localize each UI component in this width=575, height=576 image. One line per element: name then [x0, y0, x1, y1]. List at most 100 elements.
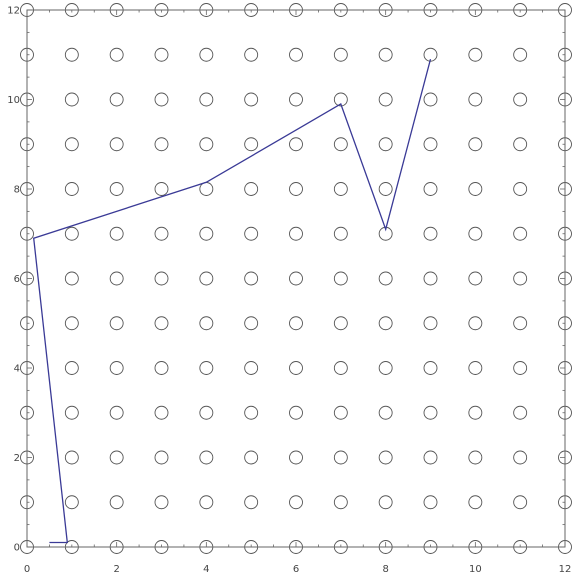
- circle-marker-10-3: [468, 405, 483, 420]
- circle-marker-4-11: [199, 47, 214, 62]
- x-tick-label: 0: [24, 564, 30, 575]
- circle-marker-11-1: [513, 495, 528, 510]
- circle-marker-11-3: [513, 405, 528, 420]
- x-tick-label: 2: [113, 564, 119, 575]
- circle-marker-5-3: [244, 405, 259, 420]
- circle-marker-8-5: [378, 316, 393, 331]
- circle-marker-2-11: [109, 47, 124, 62]
- circle-marker-11-6: [513, 271, 528, 286]
- circle-marker-4-9: [199, 137, 214, 152]
- y-tick-label: 2: [14, 453, 20, 464]
- circle-marker-7-3: [333, 405, 348, 420]
- circle-marker-7-6: [333, 271, 348, 286]
- y-tick-label: 8: [14, 185, 20, 196]
- circle-marker-2-9: [109, 137, 124, 152]
- circle-marker-3-7: [154, 226, 169, 241]
- circle-marker-11-9: [513, 137, 528, 152]
- circle-marker-11-7: [513, 226, 528, 241]
- circle-marker-5-11: [244, 47, 259, 62]
- circle-marker-10-10: [468, 92, 483, 107]
- circle-marker-10-9: [468, 137, 483, 152]
- circle-marker-6-9: [289, 137, 303, 152]
- circle-marker-2-4: [109, 361, 124, 375]
- circle-marker-10-4: [468, 361, 483, 375]
- circle-marker-5-4: [244, 361, 259, 375]
- circle-marker-5-1: [244, 495, 259, 510]
- circle-marker-1-4: [64, 361, 79, 375]
- circle-marker-5-10: [244, 92, 259, 107]
- x-tick-label: 8: [382, 564, 388, 575]
- circle-marker-11-2: [513, 450, 528, 465]
- circle-marker-5-6: [244, 271, 259, 286]
- circle-marker-3-1: [154, 495, 169, 510]
- circle-marker-6-1: [289, 495, 303, 510]
- circle-marker-9-6: [423, 271, 438, 286]
- circle-marker-2-6: [109, 271, 124, 286]
- circle-marker-9-8: [423, 182, 438, 196]
- circle-marker-8-10: [378, 92, 393, 107]
- circle-marker-3-11: [154, 47, 169, 62]
- circle-marker-6-10: [289, 92, 303, 107]
- circle-marker-4-7: [199, 226, 214, 241]
- circle-marker-10-7: [468, 226, 483, 241]
- circle-marker-5-2: [244, 450, 259, 465]
- circle-marker-7-7: [333, 226, 348, 241]
- circle-marker-11-5: [513, 316, 528, 331]
- circle-marker-10-11: [468, 47, 483, 62]
- circle-marker-2-10: [109, 92, 124, 107]
- circle-marker-4-6: [199, 271, 214, 286]
- circle-marker-6-6: [289, 271, 303, 286]
- path-line: [32, 59, 432, 544]
- circle-marker-9-9: [423, 137, 438, 152]
- x-tick-label: 12: [559, 564, 572, 575]
- circle-marker-11-4: [513, 361, 528, 375]
- circle-marker-7-5: [333, 316, 348, 331]
- circle-marker-1-1: [64, 495, 79, 510]
- circle-marker-6-2: [289, 450, 303, 465]
- circle-marker-2-3: [109, 405, 124, 420]
- circle-marker-9-5: [423, 316, 438, 331]
- circle-marker-9-2: [423, 450, 438, 465]
- circle-marker-9-4: [423, 361, 438, 375]
- circle-marker-2-8: [109, 182, 124, 196]
- x-tick-label: 10: [469, 564, 482, 575]
- path-layer: [32, 59, 432, 544]
- circle-marker-6-5: [289, 316, 303, 331]
- circle-marker-1-6: [64, 271, 79, 286]
- circle-marker-1-3: [64, 405, 79, 420]
- circle-marker-4-2: [199, 450, 214, 465]
- circle-marker-1-10: [64, 92, 79, 107]
- circle-marker-7-2: [333, 450, 348, 465]
- circle-marker-8-8: [378, 182, 393, 196]
- circle-marker-8-9: [378, 137, 393, 152]
- circle-marker-8-3: [378, 405, 393, 420]
- circle-marker-11-8: [513, 182, 528, 196]
- circle-marker-8-1: [378, 495, 393, 510]
- circle-marker-4-5: [199, 316, 214, 331]
- circle-marker-10-2: [468, 450, 483, 465]
- circle-marker-9-1: [423, 495, 438, 510]
- circle-grid: [20, 3, 572, 554]
- x-tick-label: 6: [293, 564, 299, 575]
- frame-rect: [26, 9, 566, 548]
- circle-marker-3-9: [154, 137, 169, 152]
- y-tick-label: 4: [14, 364, 20, 375]
- circle-marker-2-5: [109, 316, 124, 331]
- circle-marker-3-4: [154, 361, 169, 375]
- circle-marker-1-11: [64, 47, 79, 62]
- circle-marker-9-3: [423, 405, 438, 420]
- circle-marker-10-6: [468, 271, 483, 286]
- circle-marker-3-10: [154, 92, 169, 107]
- circle-marker-6-4: [289, 361, 303, 375]
- circle-marker-8-2: [378, 450, 393, 465]
- circle-marker-4-4: [199, 361, 214, 375]
- y-tick-label: 0: [14, 543, 20, 554]
- circle-marker-3-2: [154, 450, 169, 465]
- circle-marker-7-4: [333, 361, 348, 375]
- circle-marker-9-7: [423, 226, 438, 241]
- y-tick-label: 10: [7, 95, 20, 106]
- circle-marker-2-1: [109, 495, 124, 510]
- circle-marker-5-9: [244, 137, 259, 152]
- circle-marker-7-1: [333, 495, 348, 510]
